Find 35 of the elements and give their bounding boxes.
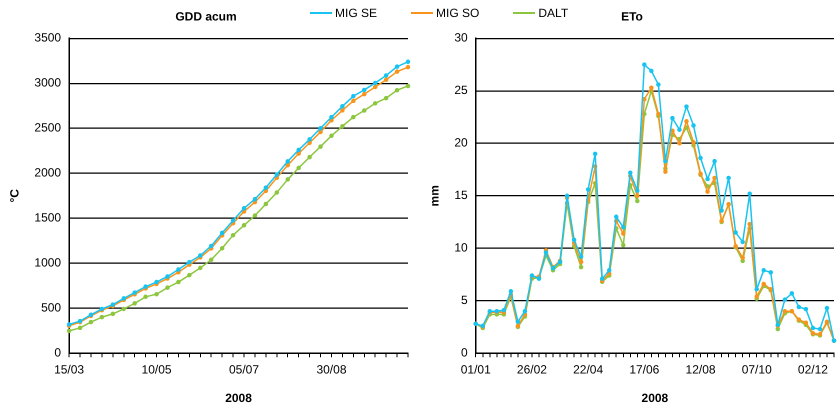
y-tick-label: 25 — [454, 83, 468, 98]
x-tick-label: 22/04 — [573, 362, 604, 377]
y-tick-label: 1500 — [34, 210, 62, 225]
x-axis-title: 2008 — [642, 391, 669, 406]
y-tick-label: 3000 — [34, 76, 62, 90]
x-tick-label: 30/08 — [316, 362, 347, 377]
x-tick-label: 10/05 — [142, 362, 172, 377]
x-axis-title: 2008 — [225, 391, 252, 406]
chart-title: ETo — [621, 10, 643, 24]
x-tick-label: 07/10 — [742, 362, 772, 377]
y-axis-title: °C — [8, 188, 22, 203]
y-tick-label: 15 — [454, 188, 468, 202]
legend-label: MIG SE — [335, 6, 378, 20]
y-tick-label: 3500 — [34, 30, 62, 45]
x-tick-label: 17/06 — [629, 362, 660, 377]
y-tick-label: 500 — [41, 300, 62, 315]
x-tick-label: 12/08 — [686, 362, 716, 377]
y-axis-title: mm — [428, 185, 442, 206]
y-tick-label: 1000 — [34, 256, 62, 270]
x-tick-label: 01/01 — [460, 362, 492, 377]
x-tick-label: 15/03 — [54, 362, 84, 377]
y-tick-label: 0 — [54, 346, 62, 360]
legend-label: MIG SO — [436, 6, 480, 20]
y-tick-label: 30 — [454, 30, 468, 45]
y-tick-label: 2000 — [34, 166, 62, 180]
y-tick-label: 0 — [461, 346, 468, 360]
x-tick-label: 05/07 — [229, 362, 260, 377]
legend-label: DALT — [538, 6, 568, 20]
y-tick-label: 5 — [461, 293, 468, 308]
x-tick-label: 26/02 — [516, 362, 548, 377]
x-tick-label: 02/12 — [798, 362, 828, 377]
y-tick-label: 20 — [454, 136, 468, 150]
y-tick-label: 10 — [454, 240, 468, 255]
chart-title: GDD acum — [175, 10, 237, 24]
y-tick-label: 2500 — [34, 120, 62, 135]
